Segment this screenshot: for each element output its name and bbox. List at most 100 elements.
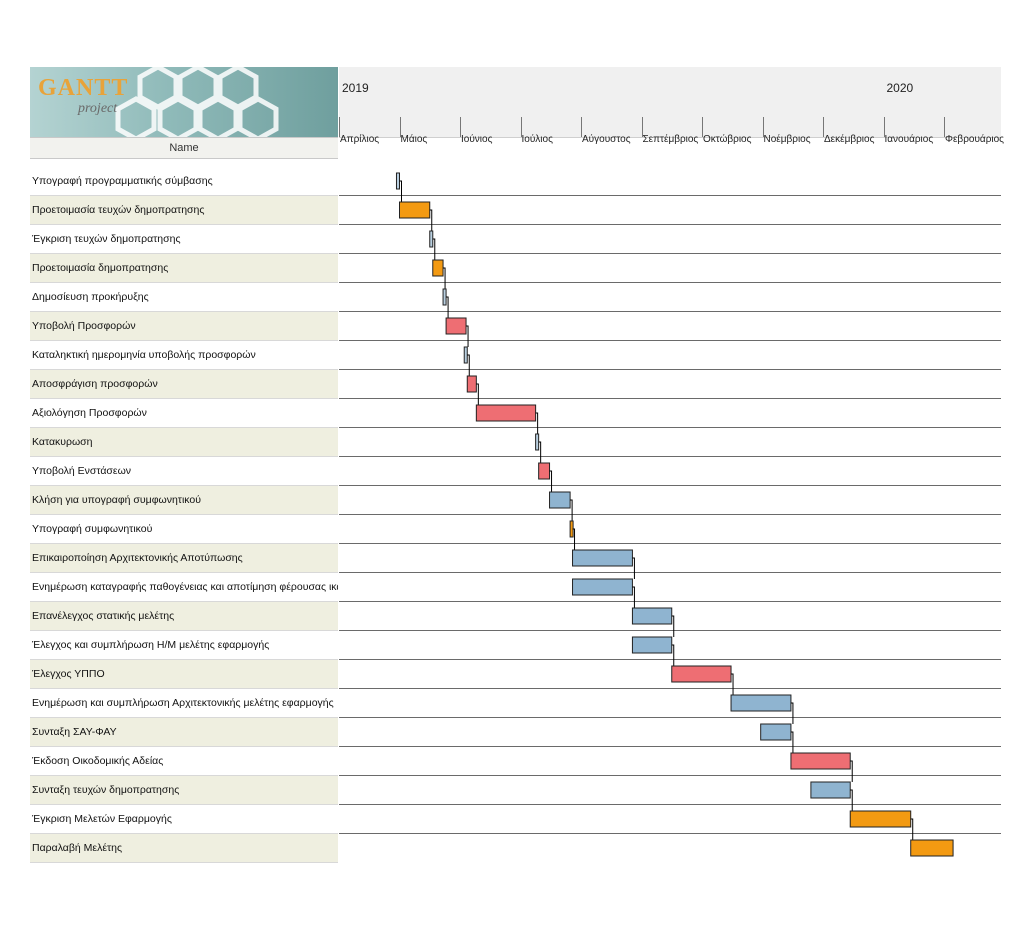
gantt-bar[interactable] [535, 433, 540, 451]
dependency-arrow [538, 441, 542, 463]
gantt-bar[interactable] [432, 259, 444, 277]
dependency-arrow [731, 673, 734, 695]
month-tick [944, 117, 945, 137]
task-row[interactable]: Υποβολή Προσφορών [30, 312, 338, 341]
task-row[interactable]: Συνταξη ΣΑΥ-ΦΑΥ [30, 718, 338, 747]
task-row[interactable]: Δημοσίευση προκήρυξης [30, 283, 338, 312]
name-column-header[interactable]: Name [30, 137, 338, 159]
dependency-arrow [850, 789, 853, 811]
gantt-bar[interactable] [631, 607, 673, 625]
gantt-bar[interactable] [910, 839, 954, 857]
task-row[interactable]: Ενημέρωση καταγραφής παθογένειας και απο… [30, 573, 338, 602]
dependency-arrow [549, 470, 553, 492]
timeline-row-bg [339, 254, 1001, 283]
gantt-bar[interactable] [760, 723, 792, 741]
dependency-arrow [443, 267, 446, 289]
month-label: Φεβρουάριος [945, 134, 1004, 145]
gantt-bar[interactable] [671, 665, 732, 683]
month-tick [339, 117, 340, 137]
dependency-arrow [570, 499, 573, 521]
dependency-arrow [535, 412, 539, 434]
gantt-bar[interactable] [466, 375, 477, 393]
gantt-bar[interactable] [442, 288, 447, 306]
month-label: Ιούλιος [521, 134, 553, 145]
task-row[interactable]: Υπογραφή προγραμματικής σύμβασης [30, 167, 338, 196]
month-label: Αύγουστος [582, 134, 631, 145]
dependency-arrow [466, 325, 469, 347]
gantt-bar[interactable] [572, 549, 633, 567]
month-label: Οκτώβριος [703, 134, 752, 145]
task-row[interactable]: Αξιολόγηση Προσφορών [30, 399, 338, 428]
task-row[interactable]: Επανέλεγχος στατικής μελέτης [30, 602, 338, 631]
gantt-chart: GANTT project Name Υπογραφή προγραμματικ… [30, 67, 1004, 863]
month-tick [460, 117, 461, 137]
gantt-bars-canvas [339, 172, 1001, 857]
dependency-arrow [671, 644, 675, 666]
dependency-arrow [429, 209, 433, 231]
month-label: Ιούνιος [461, 134, 493, 145]
logo-text: GANTT [38, 75, 129, 101]
month-tick [702, 117, 703, 137]
task-row[interactable]: Κατακυρωση [30, 428, 338, 457]
gantt-bar[interactable] [849, 810, 912, 828]
gantt-bar[interactable] [475, 404, 537, 422]
task-row[interactable]: Αποσφράγιση προσφορών [30, 370, 338, 399]
month-label: Δεκέμβριος [824, 134, 875, 145]
task-row[interactable]: Παραλαβή Μελέτης [30, 834, 338, 863]
gantt-bar[interactable] [810, 781, 851, 799]
gantt-bar[interactable] [790, 752, 851, 770]
gantt-bar[interactable] [538, 462, 551, 480]
month-tick [823, 117, 824, 137]
timeline-row-bg [339, 486, 1001, 515]
timeline-row-bg [339, 370, 1001, 399]
month-tick [520, 117, 522, 137]
gantt-bar[interactable] [445, 317, 467, 335]
logo-subtext: project [78, 101, 118, 116]
gantt-bar[interactable] [631, 636, 673, 654]
task-row[interactable]: Επικαιροποίηση Αρχιτεκτονικής Αποτύπωσης [30, 544, 338, 573]
month-label: Μάιος [400, 134, 428, 145]
task-row[interactable]: Έκδοση Οικοδομικής Αδείας [30, 747, 338, 776]
dependency-arrow [910, 818, 914, 840]
gantt-bar[interactable] [549, 491, 571, 509]
timeline-row-bg [339, 776, 1001, 805]
month-tick [641, 117, 643, 137]
gantt-bar[interactable] [429, 230, 434, 248]
task-row[interactable]: Καταληκτική ημερομηνία υποβολής προσφορώ… [30, 341, 338, 370]
gantt-bar[interactable] [463, 346, 468, 364]
task-row[interactable]: Έλεγχος και συμπλήρωση Η/Μ μελέτης εφαρμ… [30, 631, 338, 660]
timeline-row-bg [339, 544, 1001, 573]
task-row[interactable]: Έλεγχος ΥΠΠΟ [30, 660, 338, 689]
task-row[interactable]: Συνταξη τευχών δημοπρατησης [30, 776, 338, 805]
timeline-row-bg [339, 196, 1001, 225]
task-row[interactable]: Υποβολή Ενστάσεων [30, 457, 338, 486]
task-row[interactable]: Ενημέρωση και συμπλήρωση Αρχιτεκτονικής … [30, 689, 338, 718]
dependency-arrow [432, 238, 436, 260]
timeline-row-bg [339, 312, 1001, 341]
task-row[interactable]: Κλήση για υπογραφή συμφωνητικού [30, 486, 338, 515]
task-row[interactable]: Έγκριση τευχών δημοπρατησης [30, 225, 338, 254]
gantt-bar[interactable] [730, 694, 792, 712]
month-tick [883, 117, 885, 137]
dependency-arrow [790, 702, 794, 724]
task-row[interactable]: Έγκριση Μελετών Εφαρμογής [30, 805, 338, 834]
timeline-header: 2019 2020 Απρίλιος Μάιος Ιούνιος Ιούλιος Αύγου… [339, 67, 1004, 145]
gantt-bar[interactable] [572, 578, 633, 596]
year-label: 2020 [886, 81, 914, 95]
year-label: 2019 [342, 81, 369, 95]
dependency-arrow [850, 760, 853, 782]
month-tick [581, 117, 582, 137]
task-row[interactable]: Προετοιμασία τευχών δημοπρατησης [30, 196, 338, 225]
month-label: Νοέμβριος [763, 134, 811, 145]
gantt-bar[interactable] [395, 172, 400, 190]
hexagon-pattern-icon [115, 67, 279, 137]
task-row[interactable]: Προετοιμασία δημοπρατησης [30, 254, 338, 283]
task-row[interactable]: Υπογραφή συμφωνητικού [30, 515, 338, 544]
month-label: Απρίλιος [340, 134, 380, 145]
gantt-bar[interactable] [399, 201, 431, 219]
timeline-row-bg [339, 718, 1001, 747]
month-tick [399, 117, 401, 137]
dependency-arrow [476, 383, 479, 405]
month-tick [762, 117, 764, 137]
dependency-arrow [790, 731, 794, 753]
